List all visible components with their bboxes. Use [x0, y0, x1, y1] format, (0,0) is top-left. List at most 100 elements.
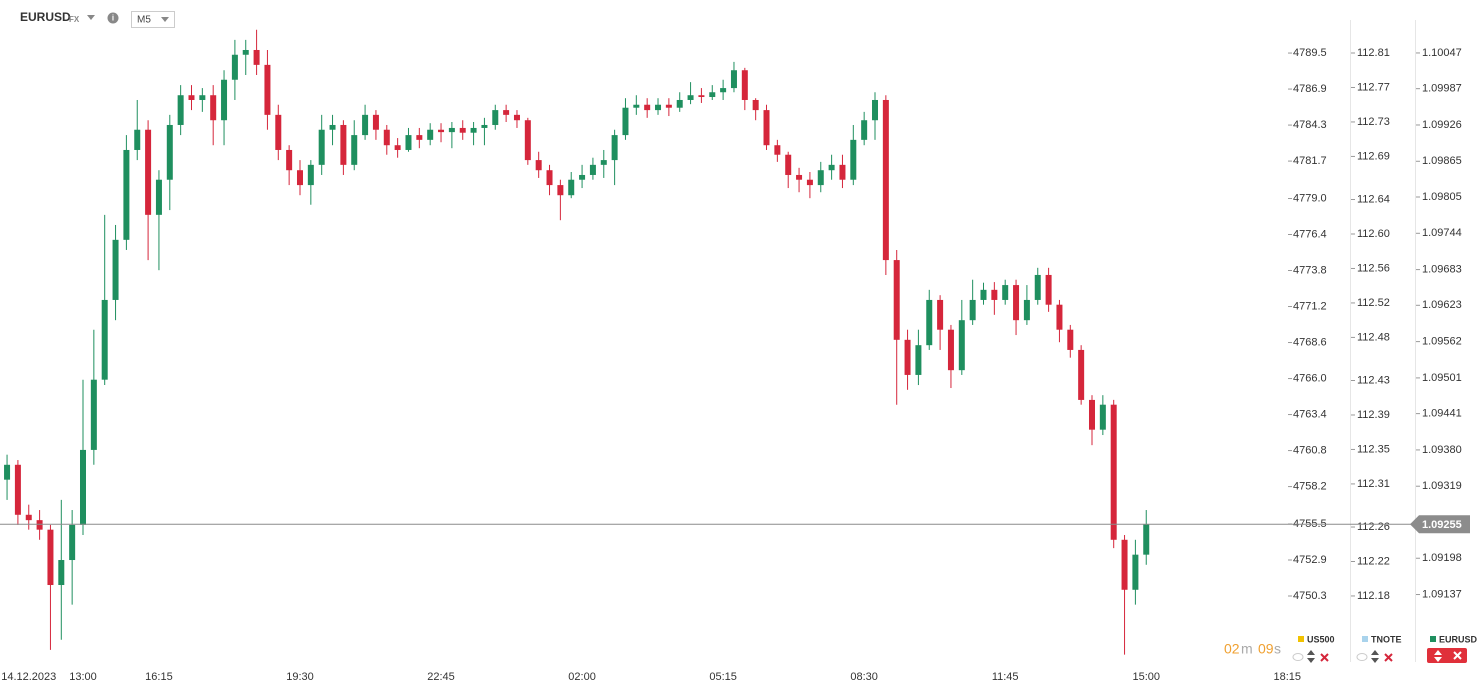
symbol[interactable]: EURUSD [20, 10, 71, 24]
candle-body [589, 164, 596, 175]
y-tick-label: 4752.9 [1293, 554, 1327, 566]
candle-body [947, 329, 954, 371]
plot: 14.12.2023 13:00 16:15 19:30 22:45 02:00 05:15… [0, 29, 1470, 683]
timeframe-select[interactable] [131, 11, 175, 28]
candle-body [709, 92, 716, 98]
candle-body [579, 174, 586, 180]
candle-body [394, 145, 401, 150]
countdown-minutes: 02 [1224, 641, 1240, 657]
y-tick-label: 1.09319 [1422, 480, 1462, 492]
legend-swatch [1298, 636, 1304, 642]
candle-body [698, 95, 705, 98]
candle-body [145, 129, 152, 215]
reorder-arrows[interactable] [1371, 650, 1379, 663]
candle-body [785, 154, 792, 175]
candle-body [513, 114, 520, 121]
y-tick-label: 112.31 [1357, 478, 1390, 490]
candle-body [524, 120, 531, 161]
x-tick-label: 22:45 [427, 671, 455, 683]
remove-icon[interactable] [1320, 653, 1329, 662]
candle-body [253, 49, 260, 65]
candle-body [535, 160, 542, 171]
y-tick-label: 112.81 [1357, 47, 1390, 59]
candle-body [79, 449, 86, 525]
candle-body [351, 135, 358, 165]
legend-label[interactable]: US500 [1307, 634, 1335, 644]
candle-body [481, 124, 488, 128]
legend-swatch [1362, 636, 1368, 642]
y-tick-label: 1.09683 [1422, 264, 1462, 276]
symbol-suffix: FX [69, 15, 80, 24]
candle-body [980, 289, 987, 300]
legend-label[interactable]: EURUSD [1439, 634, 1478, 644]
candle-body [296, 170, 303, 186]
candle-body [14, 464, 21, 515]
candle-body [123, 149, 130, 240]
candle-body [47, 529, 54, 586]
candle-body [1088, 399, 1095, 430]
info-icon[interactable] [107, 12, 119, 24]
candle-body [1002, 285, 1009, 300]
symbol-dropdown[interactable] [87, 15, 95, 20]
countdown-seconds: 09 [1258, 641, 1274, 657]
candle-body [427, 129, 434, 140]
y-tick-label: 4789.5 [1293, 47, 1327, 59]
candle-body [112, 239, 119, 300]
candle-body [546, 170, 553, 186]
last-price-label: 1.09255 [1422, 519, 1462, 531]
candle-body [882, 99, 889, 261]
y-tick-label: 4784.3 [1293, 119, 1327, 131]
candle-body [687, 95, 694, 100]
reorder-arrows[interactable] [1434, 650, 1442, 662]
x-tick-label: 14.12.2023 [1, 671, 56, 683]
active-controls[interactable] [1427, 648, 1467, 663]
x-tick-label: 05:15 [709, 671, 737, 683]
candle-body [264, 64, 271, 115]
y-tick-label: 4781.7 [1293, 155, 1327, 167]
candle-body [806, 179, 813, 186]
reorder-arrows[interactable] [1307, 650, 1315, 663]
timeframe: M5 [137, 15, 151, 26]
y-tick-label: 4768.6 [1293, 336, 1327, 348]
candle-body [1110, 404, 1117, 540]
candle-body [1023, 299, 1030, 321]
y-tick-label: 1.09623 [1422, 299, 1462, 311]
candle-body [448, 127, 455, 133]
candle-body [655, 104, 662, 111]
candle-body [557, 185, 564, 196]
candle-body [828, 164, 835, 171]
candle-body [492, 110, 499, 125]
candle-body [991, 289, 998, 300]
candle-body [730, 70, 737, 89]
y-tick-label: 1.09562 [1422, 336, 1462, 348]
candle-body [720, 88, 727, 93]
remove-icon[interactable] [1384, 653, 1393, 662]
x-tick-label: 02:00 [568, 671, 596, 683]
legend-label[interactable]: TNOTE [1371, 634, 1402, 644]
candle-body [904, 339, 911, 375]
candle-body [741, 70, 748, 100]
candle-body [611, 135, 618, 161]
candle-body [893, 260, 900, 340]
candle-body [1056, 304, 1063, 330]
remove-icon[interactable] [1453, 651, 1462, 660]
candle-body [155, 179, 162, 215]
candle-body [188, 95, 195, 100]
y-tick-label: 4779.0 [1293, 192, 1327, 204]
y-tick-label: 4776.4 [1293, 228, 1327, 240]
y-tick-label: 112.69 [1357, 150, 1390, 162]
candle-body [416, 135, 423, 140]
y-tick-label: 112.77 [1357, 81, 1390, 93]
y-tick-label: 4771.2 [1293, 300, 1327, 312]
candle-body [969, 299, 976, 321]
y-tick-label: 1.09987 [1422, 83, 1462, 95]
y-tick-label: 112.56 [1357, 262, 1390, 274]
candle-body [340, 124, 347, 165]
y-tick-label: 1.09441 [1422, 408, 1462, 420]
y-tick-label: 1.09137 [1422, 588, 1462, 600]
legend: US500 TNOTE EURUSD [1292, 634, 1478, 663]
visibility-toggle[interactable] [1292, 653, 1304, 661]
visibility-toggle[interactable] [1356, 653, 1368, 661]
y-tick-label: 112.35 [1357, 443, 1390, 455]
candle-body [221, 79, 228, 121]
